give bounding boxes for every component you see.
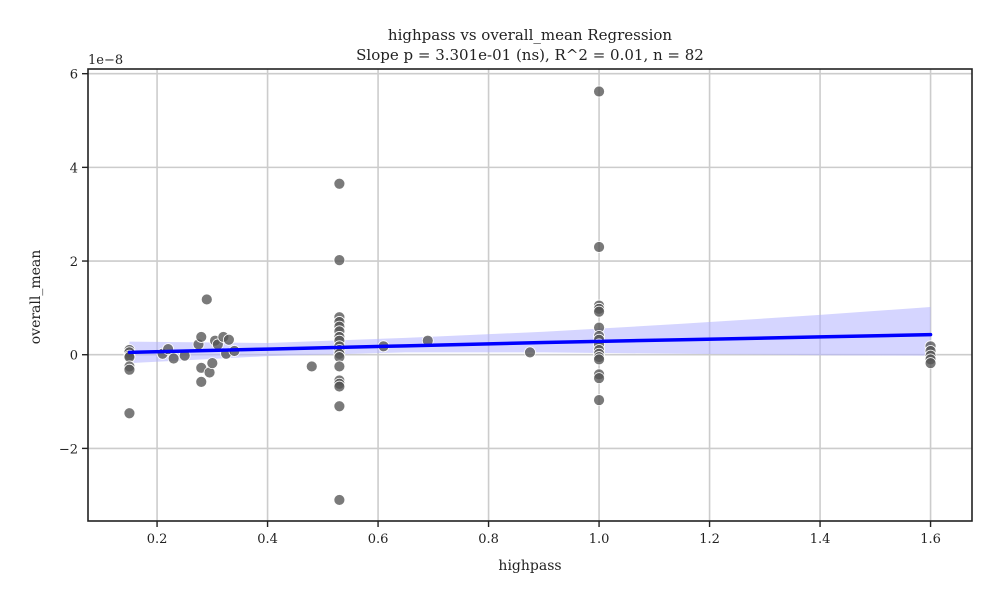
chart-subtitle: Slope p = 3.301e-01 (ns), R^2 = 0.01, n …	[356, 46, 704, 64]
x-tick-label: 0.6	[368, 532, 389, 547]
data-point	[524, 346, 536, 359]
data-point	[593, 241, 605, 253]
data-point	[333, 254, 346, 267]
x-tick-label: 1.6	[920, 532, 941, 547]
x-tick-label: 1.0	[589, 532, 610, 547]
data-point	[593, 394, 605, 407]
y-tick-label: 6	[70, 68, 78, 83]
data-point	[333, 380, 346, 393]
y-tick-label: 4	[70, 161, 78, 176]
data-point	[305, 360, 318, 373]
x-axis-label: highpass	[498, 558, 561, 574]
data-point	[195, 375, 208, 388]
y-tick-label: −2	[59, 442, 78, 457]
axes-frame	[87, 68, 973, 522]
x-tick-label: 0.8	[478, 532, 499, 547]
x-tick-label: 1.2	[699, 532, 720, 547]
data-point	[167, 352, 180, 365]
x-tick-label: 0.4	[257, 532, 278, 547]
data-point	[593, 305, 605, 318]
data-point	[593, 372, 605, 385]
data-point	[593, 85, 605, 98]
data-point	[593, 353, 605, 366]
y-offset-label: 1e−8	[88, 53, 123, 68]
data-point	[195, 331, 208, 343]
y-tick-label: 2	[70, 255, 78, 270]
chart-title: highpass vs overall_mean Regression	[388, 26, 672, 44]
data-point	[924, 357, 937, 370]
x-tick-label: 1.4	[810, 532, 831, 547]
data-point	[123, 363, 136, 376]
data-point	[222, 333, 235, 346]
data-point	[333, 360, 346, 373]
regression-line	[127, 332, 933, 355]
y-axis-label: overall_mean	[28, 250, 44, 345]
data-point	[333, 177, 346, 190]
data-point	[333, 400, 346, 413]
x-tick-label: 0.2	[147, 532, 168, 547]
data-point	[206, 357, 219, 370]
data-point	[200, 293, 213, 306]
y-tick-label: 0	[70, 349, 78, 364]
data-point	[333, 494, 346, 506]
data-point	[123, 407, 136, 420]
plot-background	[88, 69, 972, 521]
plot-area: 0.2 0.4 0.6 0.8 1.0 1.2 1.4 1.6 −2 0 2 4 6	[59, 68, 973, 547]
